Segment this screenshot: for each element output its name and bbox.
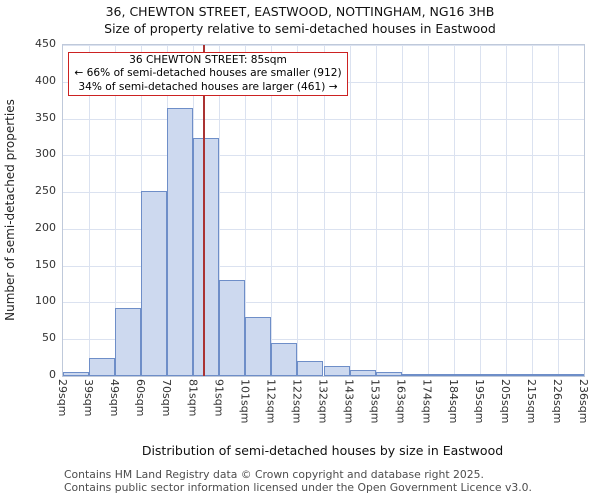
x-tick-label: 132sqm	[316, 379, 330, 424]
x-axis-ticks: 29sqm 39sqm 49sqm 60sqm 70sqm 81sqm 91sqm 101sq…	[56, 379, 592, 437]
footer-attribution-line2: Contains public sector information licen…	[64, 481, 532, 495]
y-tick-label: 250	[35, 184, 56, 198]
x-tick-label: 215sqm	[524, 379, 538, 424]
histogram-bar	[193, 138, 220, 376]
footer-attribution-line1: Contains HM Land Registry data © Crown c…	[64, 468, 484, 481]
x-tick-label: 70sqm	[160, 379, 174, 417]
x-tick-label: 195sqm	[472, 379, 486, 424]
x-tick-label: 184sqm	[446, 379, 460, 424]
histogram-bar	[63, 372, 90, 376]
v-gridline	[557, 45, 559, 376]
x-axis-label: Distribution of semi-detached houses by …	[141, 443, 504, 458]
x-tick-label: 101sqm	[238, 379, 252, 424]
y-tick-label: 50	[42, 331, 56, 345]
v-gridline	[479, 45, 481, 376]
x-tick-label: 163sqm	[394, 379, 408, 424]
histogram-bar	[89, 357, 116, 376]
footer-attribution: Contains HM Land Registry data © Crown c…	[64, 468, 532, 495]
histogram-bar	[375, 372, 402, 376]
histogram-bar	[531, 374, 558, 376]
chart-subtitle: Size of property relative to semi-detach…	[104, 21, 496, 36]
v-gridline	[401, 45, 403, 376]
histogram-bar	[401, 373, 428, 376]
y-axis-ticks: 0 50 100 150 200 250 300 350 400 450	[20, 37, 56, 381]
x-tick-label: 39sqm	[82, 379, 96, 417]
y-tick-label: 200	[35, 220, 56, 234]
v-gridline	[375, 45, 377, 376]
x-tick-label: 143sqm	[342, 379, 356, 424]
histogram-bar	[453, 374, 480, 376]
histogram-bar	[141, 190, 168, 376]
x-tick-label: 236sqm	[577, 379, 590, 424]
x-tick-label: 226sqm	[550, 379, 564, 424]
v-gridline	[505, 45, 507, 376]
histogram-bar	[505, 373, 532, 376]
x-tick-label: 81sqm	[186, 379, 200, 417]
annotation-line: ← 66% of semi-detached houses are smalle…	[74, 67, 342, 80]
v-gridline	[297, 45, 299, 376]
annotation-box: 36 CHEWTON STREET: 85sqm ← 66% of semi-de…	[68, 52, 348, 97]
x-tick-label: 29sqm	[56, 379, 69, 417]
x-tick-label: 91sqm	[212, 379, 226, 417]
property-size-marker-line	[202, 45, 205, 376]
histogram-bar	[479, 374, 506, 376]
v-gridline	[245, 45, 247, 376]
v-gridline	[349, 45, 351, 376]
x-tick-label: 60sqm	[134, 379, 148, 417]
chart-title: 36, CHEWTON STREET, EASTWOOD, NOTTINGHAM…	[105, 4, 495, 19]
v-gridline	[531, 45, 533, 376]
y-tick-label: 400	[35, 73, 56, 87]
y-tick-label: 300	[35, 147, 56, 161]
v-gridline	[115, 45, 117, 376]
y-tick-label: 150	[35, 257, 56, 271]
x-tick-label: 122sqm	[290, 379, 304, 424]
annotation-line: 36 CHEWTON STREET: 85sqm	[129, 54, 287, 66]
v-gridline	[271, 45, 273, 376]
x-tick-label: 205sqm	[498, 379, 512, 424]
x-tick-label: 153sqm	[368, 379, 382, 424]
plot-area: 36 CHEWTON STREET: 85sqm ← 66% of semi-de…	[62, 44, 585, 377]
histogram-bar	[115, 308, 142, 376]
y-tick-label: 100	[35, 294, 56, 308]
y-tick-label: 450	[35, 37, 56, 50]
v-gridline	[219, 45, 221, 376]
y-axis-label: Number of semi-detached properties	[3, 98, 18, 321]
y-axis-label-wrap: Number of semi-detached properties	[2, 44, 18, 375]
y-tick-label: 0	[49, 368, 56, 381]
histogram-bar	[557, 374, 584, 376]
histogram-bar	[297, 361, 324, 376]
x-tick-label: 112sqm	[264, 379, 278, 424]
histogram-bar	[219, 280, 246, 376]
histogram-bar	[245, 317, 272, 376]
histogram-bar	[427, 374, 454, 376]
v-gridline	[453, 45, 455, 376]
x-tick-label: 49sqm	[108, 379, 122, 417]
histogram-bar	[271, 342, 298, 376]
histogram-bar	[167, 107, 194, 376]
histogram-bar	[323, 366, 350, 376]
x-tick-label: 174sqm	[420, 379, 434, 424]
v-gridline	[89, 45, 91, 376]
v-gridline	[323, 45, 325, 376]
histogram-bar	[349, 370, 376, 376]
y-tick-label: 350	[35, 110, 56, 124]
v-gridline	[427, 45, 429, 376]
annotation-line: 34% of semi-detached houses are larger (…	[78, 80, 338, 93]
